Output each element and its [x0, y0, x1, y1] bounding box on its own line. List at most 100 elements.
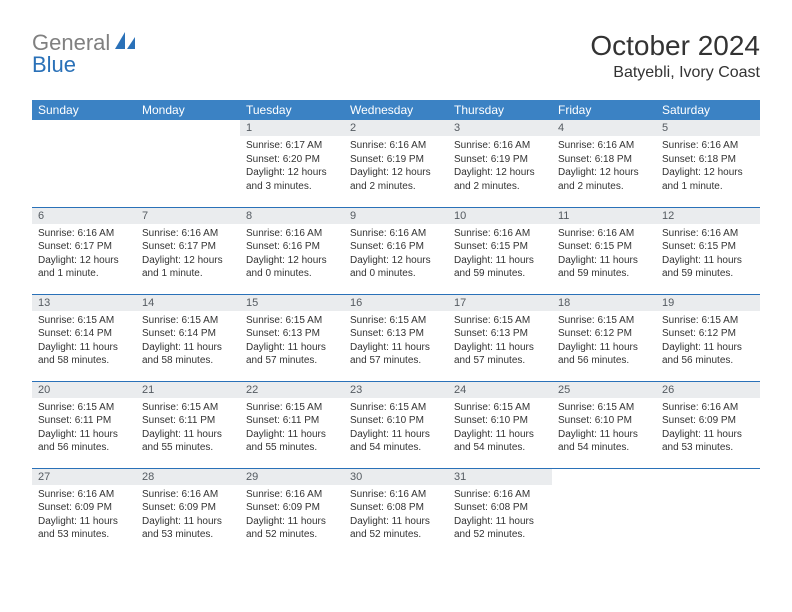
day-details: Sunrise: 6:15 AMSunset: 6:10 PMDaylight:…	[344, 398, 448, 457]
day-details: Sunrise: 6:15 AMSunset: 6:11 PMDaylight:…	[32, 398, 136, 457]
day-header-row: Sunday Monday Tuesday Wednesday Thursday…	[32, 100, 760, 120]
day-details: Sunrise: 6:15 AMSunset: 6:11 PMDaylight:…	[136, 398, 240, 457]
day-cell: 24Sunrise: 6:15 AMSunset: 6:10 PMDayligh…	[448, 381, 552, 468]
day-details: Sunrise: 6:16 AMSunset: 6:15 PMDaylight:…	[448, 224, 552, 283]
day-cell: 26Sunrise: 6:16 AMSunset: 6:09 PMDayligh…	[656, 381, 760, 468]
day-number: 31	[448, 469, 552, 485]
day-cell: 23Sunrise: 6:15 AMSunset: 6:10 PMDayligh…	[344, 381, 448, 468]
sunrise-text: Sunrise: 6:16 AM	[142, 488, 234, 502]
day-number: 24	[448, 382, 552, 398]
day-cell: 25Sunrise: 6:15 AMSunset: 6:10 PMDayligh…	[552, 381, 656, 468]
sunset-text: Sunset: 6:11 PM	[142, 414, 234, 428]
col-friday: Friday	[552, 100, 656, 120]
day-cell: 27Sunrise: 6:16 AMSunset: 6:09 PMDayligh…	[32, 468, 136, 555]
sunrise-text: Sunrise: 6:15 AM	[350, 314, 442, 328]
day-cell: .	[552, 468, 656, 555]
sunset-text: Sunset: 6:09 PM	[142, 501, 234, 515]
day-number: 20	[32, 382, 136, 398]
day-number: 10	[448, 208, 552, 224]
daylight-text: Daylight: 11 hours and 56 minutes.	[38, 428, 130, 455]
day-cell: 7Sunrise: 6:16 AMSunset: 6:17 PMDaylight…	[136, 207, 240, 294]
day-details: Sunrise: 6:16 AMSunset: 6:15 PMDaylight:…	[552, 224, 656, 283]
day-details: Sunrise: 6:16 AMSunset: 6:09 PMDaylight:…	[32, 485, 136, 544]
day-cell: 22Sunrise: 6:15 AMSunset: 6:11 PMDayligh…	[240, 381, 344, 468]
daylight-text: Daylight: 11 hours and 57 minutes.	[350, 341, 442, 368]
day-number: 25	[552, 382, 656, 398]
day-cell: 3 Sunrise: 6:16 AMSunset: 6:19 PMDaylight…	[448, 120, 552, 207]
week-row: ..1Sunrise: 6:17 AMSunset: 6:20 PMDaylig…	[32, 120, 760, 207]
sunset-text: Sunset: 6:09 PM	[246, 501, 338, 515]
sunrise-text: Sunrise: 6:17 AM	[246, 139, 338, 153]
day-cell: 19Sunrise: 6:15 AMSunset: 6:12 PMDayligh…	[656, 294, 760, 381]
day-details: Sunrise: 6:17 AMSunset: 6:20 PMDaylight:…	[240, 136, 344, 195]
day-number: 26	[656, 382, 760, 398]
day-number: 16	[344, 295, 448, 311]
daylight-text: Daylight: 11 hours and 55 minutes.	[246, 428, 338, 455]
sunset-text: Sunset: 6:10 PM	[558, 414, 650, 428]
logo-text-blue: Blue	[32, 52, 76, 77]
daylight-text: Daylight: 12 hours and 1 minute.	[142, 254, 234, 281]
day-number: 18	[552, 295, 656, 311]
day-number: 9	[344, 208, 448, 224]
day-cell: .	[136, 120, 240, 207]
day-cell: 17Sunrise: 6:15 AMSunset: 6:13 PMDayligh…	[448, 294, 552, 381]
col-thursday: Thursday	[448, 100, 552, 120]
day-number: 5	[656, 120, 760, 136]
daylight-text: Daylight: 11 hours and 58 minutes.	[142, 341, 234, 368]
daylight-text: Daylight: 11 hours and 52 minutes.	[454, 515, 546, 542]
day-details: Sunrise: 6:15 AMSunset: 6:10 PMDaylight:…	[448, 398, 552, 457]
sunrise-text: Sunrise: 6:16 AM	[662, 401, 754, 415]
sunrise-text: Sunrise: 6:15 AM	[350, 401, 442, 415]
daylight-text: Daylight: 11 hours and 52 minutes.	[246, 515, 338, 542]
day-number: 15	[240, 295, 344, 311]
sunset-text: Sunset: 6:17 PM	[38, 240, 130, 254]
sunset-text: Sunset: 6:12 PM	[662, 327, 754, 341]
sunrise-text: Sunrise: 6:16 AM	[454, 227, 546, 241]
day-details: Sunrise: 6:15 AMSunset: 6:12 PMDaylight:…	[552, 311, 656, 370]
sunrise-text: Sunrise: 6:16 AM	[142, 227, 234, 241]
day-details: Sunrise: 6:15 AMSunset: 6:14 PMDaylight:…	[32, 311, 136, 370]
day-cell: 5Sunrise: 6:16 AMSunset: 6:18 PMDaylight…	[656, 120, 760, 207]
col-tuesday: Tuesday	[240, 100, 344, 120]
daylight-text: Daylight: 11 hours and 56 minutes.	[558, 341, 650, 368]
sunset-text: Sunset: 6:11 PM	[38, 414, 130, 428]
daylight-text: Daylight: 11 hours and 59 minutes.	[558, 254, 650, 281]
week-row: 20Sunrise: 6:15 AMSunset: 6:11 PMDayligh…	[32, 381, 760, 468]
daylight-text: Daylight: 12 hours and 2 minutes.	[454, 166, 546, 193]
calendar-body: ..1Sunrise: 6:17 AMSunset: 6:20 PMDaylig…	[32, 120, 760, 555]
day-number: 19	[656, 295, 760, 311]
daylight-text: Daylight: 12 hours and 3 minutes.	[246, 166, 338, 193]
daylight-text: Daylight: 11 hours and 54 minutes.	[454, 428, 546, 455]
sunset-text: Sunset: 6:19 PM	[454, 153, 546, 167]
daylight-text: Daylight: 11 hours and 52 minutes.	[350, 515, 442, 542]
sunrise-text: Sunrise: 6:16 AM	[38, 227, 130, 241]
sunrise-text: Sunrise: 6:16 AM	[38, 488, 130, 502]
daylight-text: Daylight: 11 hours and 53 minutes.	[662, 428, 754, 455]
day-cell: 31Sunrise: 6:16 AMSunset: 6:08 PMDayligh…	[448, 468, 552, 555]
sunrise-text: Sunrise: 6:15 AM	[662, 314, 754, 328]
day-number: 3	[448, 120, 552, 136]
day-details: Sunrise: 6:16 AMSunset: 6:18 PMDaylight:…	[552, 136, 656, 195]
day-cell: 8Sunrise: 6:16 AMSunset: 6:16 PMDaylight…	[240, 207, 344, 294]
day-number: 12	[656, 208, 760, 224]
daylight-text: Daylight: 11 hours and 59 minutes.	[662, 254, 754, 281]
day-details: Sunrise: 6:16 AMSunset: 6:09 PMDaylight:…	[240, 485, 344, 544]
sunset-text: Sunset: 6:13 PM	[350, 327, 442, 341]
sunrise-text: Sunrise: 6:15 AM	[454, 314, 546, 328]
sunset-text: Sunset: 6:10 PM	[350, 414, 442, 428]
sunset-text: Sunset: 6:11 PM	[246, 414, 338, 428]
sunset-text: Sunset: 6:15 PM	[454, 240, 546, 254]
day-cell: 6Sunrise: 6:16 AMSunset: 6:17 PMDaylight…	[32, 207, 136, 294]
logo-blue-row: Blue	[32, 52, 76, 78]
day-details: Sunrise: 6:15 AMSunset: 6:13 PMDaylight:…	[240, 311, 344, 370]
logo-sail-icon	[114, 31, 136, 56]
sunset-text: Sunset: 6:13 PM	[454, 327, 546, 341]
col-monday: Monday	[136, 100, 240, 120]
day-details: Sunrise: 6:16 AMSunset: 6:08 PMDaylight:…	[344, 485, 448, 544]
sunrise-text: Sunrise: 6:16 AM	[454, 139, 546, 153]
day-details: Sunrise: 6:16 AMSunset: 6:08 PMDaylight:…	[448, 485, 552, 544]
day-number: 7	[136, 208, 240, 224]
sunrise-text: Sunrise: 6:15 AM	[38, 314, 130, 328]
day-details: Sunrise: 6:15 AMSunset: 6:14 PMDaylight:…	[136, 311, 240, 370]
sunset-text: Sunset: 6:14 PM	[142, 327, 234, 341]
